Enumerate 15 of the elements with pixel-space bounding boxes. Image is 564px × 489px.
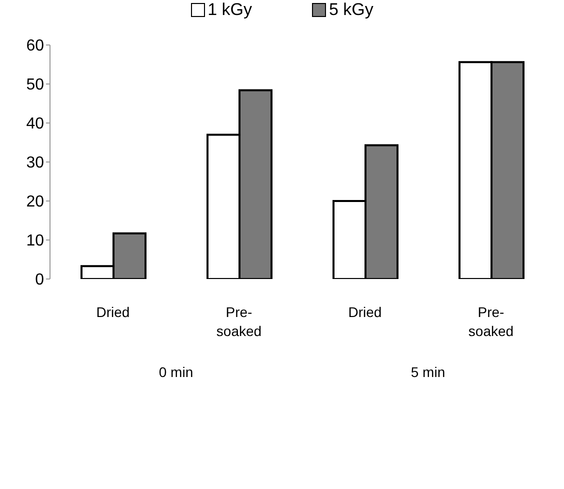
text: 5 min: [410, 364, 446, 380]
y-tick-label: 20: [26, 194, 44, 211]
y-tick-label: 10: [26, 232, 44, 250]
x-tick-label: Dried: [96, 304, 130, 320]
text: 0 min: [158, 364, 194, 380]
y-tick-label: 30: [26, 154, 44, 172]
x-tick-label: Pre-soaked: [468, 304, 514, 339]
legend-label: 1 kGy: [206, 0, 252, 20]
x-tick-label: Pre-soaked: [216, 304, 262, 339]
legend-label: 5 kGy: [328, 0, 374, 20]
y-tick-label: 40: [26, 116, 44, 133]
y-tick-label: 0: [35, 272, 44, 289]
x-tick-label: Dried: [348, 304, 382, 320]
y-tick-label: 50: [26, 76, 44, 94]
y-tick-label: 60: [26, 38, 44, 55]
